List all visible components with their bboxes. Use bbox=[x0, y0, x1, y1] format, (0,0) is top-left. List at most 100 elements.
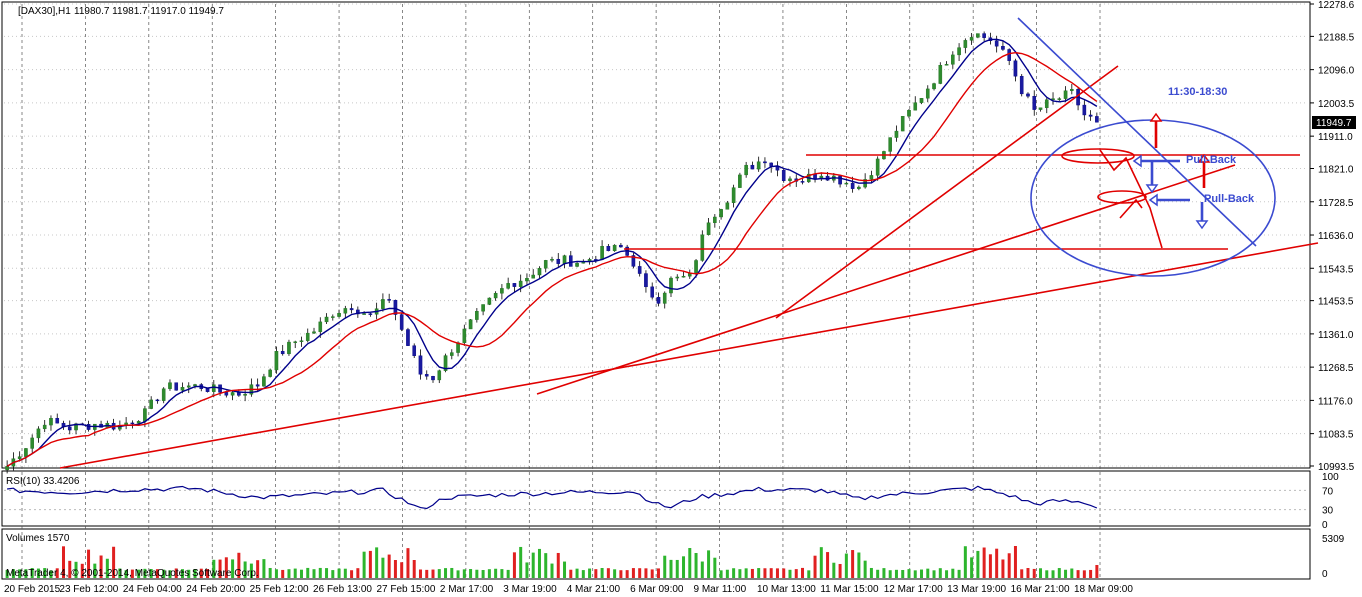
volume-bar bbox=[588, 568, 592, 578]
candle-body bbox=[406, 329, 410, 346]
candle-body bbox=[274, 351, 279, 371]
volume-bar bbox=[124, 570, 128, 578]
volume-bar bbox=[49, 570, 53, 578]
time-tick-label: 13 Mar 19:00 bbox=[947, 584, 1006, 595]
trend-drawings bbox=[59, 17, 1319, 469]
candle-body bbox=[731, 187, 736, 203]
candle-body bbox=[907, 110, 911, 117]
candle-body bbox=[650, 286, 655, 298]
volume-bar bbox=[675, 559, 679, 578]
volume-bar bbox=[331, 570, 335, 578]
candle-body bbox=[1038, 107, 1043, 110]
volume-bar bbox=[1070, 568, 1074, 578]
candle-body bbox=[224, 392, 229, 396]
candle-body bbox=[293, 341, 298, 343]
candle-body bbox=[174, 382, 179, 391]
candle-body bbox=[838, 175, 842, 185]
support-trendline-long bbox=[59, 242, 1319, 469]
volume-bar bbox=[1057, 568, 1061, 578]
volume-bar bbox=[631, 568, 635, 578]
candle-body bbox=[230, 392, 235, 396]
candle-body bbox=[1026, 93, 1030, 97]
candle-body bbox=[619, 244, 623, 248]
volume-bar bbox=[857, 552, 861, 578]
volume-bar bbox=[801, 567, 805, 578]
pullback-label-2: Pull-Back bbox=[1204, 193, 1255, 205]
volume-bar bbox=[343, 568, 347, 578]
candle-body bbox=[556, 258, 561, 264]
candle-body bbox=[212, 384, 216, 392]
time-tick-label: 26 Feb 13:00 bbox=[313, 584, 372, 595]
volume-bar bbox=[1039, 568, 1043, 578]
time-tick-label: 2 Mar 17:00 bbox=[440, 584, 494, 595]
volume-bar bbox=[813, 555, 817, 578]
volume-bar bbox=[299, 569, 303, 578]
volume-bar bbox=[1064, 569, 1068, 578]
candle-body bbox=[299, 340, 304, 342]
volume-bar bbox=[444, 568, 448, 578]
volume-bar bbox=[237, 552, 241, 578]
volume-bar bbox=[469, 569, 473, 578]
candle-body bbox=[700, 234, 705, 261]
volume-bar bbox=[68, 560, 72, 578]
volume-bar bbox=[732, 568, 736, 578]
candle-body bbox=[1088, 114, 1093, 117]
price-tick-label: 11728.5 bbox=[1318, 198, 1354, 209]
price-tick-label: 12096.0 bbox=[1318, 66, 1355, 77]
candle-body bbox=[982, 33, 986, 38]
candle-body bbox=[612, 244, 617, 252]
time-tick-label: 12 Mar 17:00 bbox=[884, 584, 943, 595]
chart-header-symbol: [DAX30],H1 bbox=[18, 6, 71, 17]
candle-body bbox=[1063, 90, 1068, 99]
volume-bar bbox=[832, 562, 836, 578]
candle-body bbox=[644, 273, 648, 288]
volume-bar bbox=[218, 559, 222, 578]
volume-bar bbox=[112, 546, 116, 578]
candle-body bbox=[130, 422, 135, 425]
pullback-label-1: Pull-Back bbox=[1186, 154, 1237, 166]
volume-bar bbox=[519, 546, 523, 578]
price-tick-label: 11453.5 bbox=[1318, 297, 1354, 308]
candle-body bbox=[387, 299, 391, 301]
volume-bar bbox=[807, 570, 811, 578]
volume-bar bbox=[775, 568, 779, 578]
price-tick-label: 11543.5 bbox=[1318, 264, 1354, 275]
volume-bar bbox=[932, 570, 936, 578]
time-tick-label: 18 Mar 09:00 bbox=[1074, 584, 1133, 595]
candle-body bbox=[562, 255, 567, 264]
candle-body bbox=[462, 328, 467, 343]
volume-bar bbox=[525, 562, 529, 578]
volume-bar bbox=[256, 560, 260, 578]
candle-body bbox=[1051, 98, 1055, 100]
candle-body bbox=[537, 268, 542, 276]
volume-bar bbox=[450, 567, 454, 578]
candle-body bbox=[844, 182, 849, 185]
candle-body bbox=[800, 181, 805, 183]
candle-body bbox=[24, 448, 28, 457]
time-tick-label: 3 Mar 19:00 bbox=[503, 584, 557, 595]
candle-body bbox=[305, 332, 310, 341]
candle-body bbox=[781, 169, 786, 181]
candle-body bbox=[744, 164, 748, 176]
volume-bar bbox=[556, 552, 560, 578]
candle-body bbox=[525, 278, 529, 282]
volume-bar bbox=[381, 557, 385, 578]
candle-body bbox=[1044, 99, 1049, 108]
volume-bar bbox=[431, 569, 435, 578]
volume-bar bbox=[243, 561, 247, 578]
watermark: MetaTrader 4, © 2001-2014, MetaQuotes So… bbox=[6, 568, 259, 579]
projected-path-line bbox=[1099, 149, 1163, 249]
time-tick-label: 10 Mar 13:00 bbox=[757, 584, 816, 595]
candle-body bbox=[706, 222, 711, 236]
volume-bar bbox=[694, 552, 698, 578]
volume-bar bbox=[456, 570, 460, 578]
volume-bar bbox=[1045, 570, 1049, 578]
volume-tick-label: 0 bbox=[1322, 569, 1328, 580]
candle-body bbox=[1082, 104, 1087, 116]
volume-bar bbox=[87, 549, 91, 578]
volume-bar bbox=[537, 548, 541, 578]
chart-grid bbox=[4, 3, 1308, 579]
volume-bar bbox=[563, 561, 567, 578]
volume-bar bbox=[600, 568, 604, 578]
